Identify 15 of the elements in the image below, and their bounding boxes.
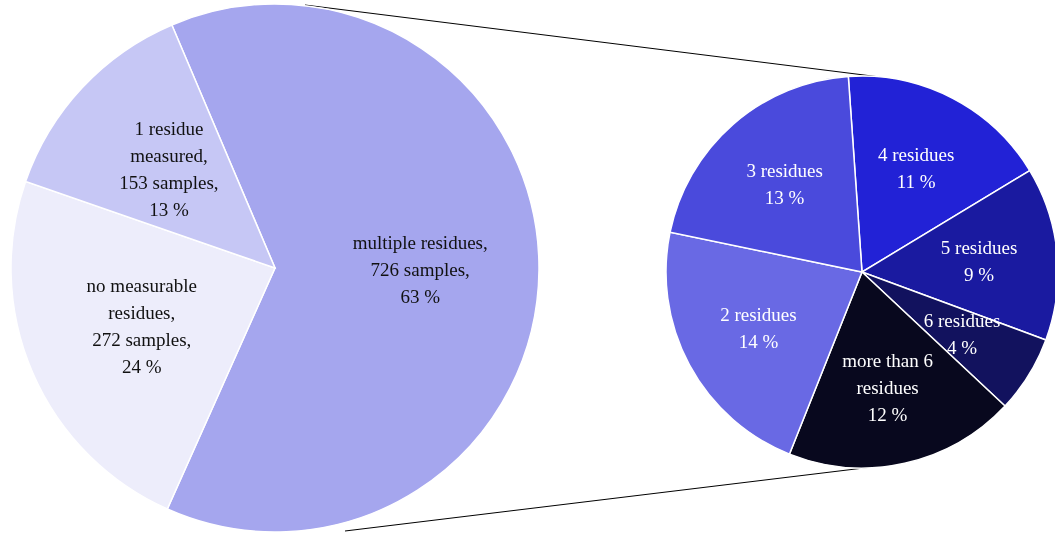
data-label: 9 % <box>964 263 995 285</box>
slice-label: 1 residue measured, 153 samples, 13 % <box>119 117 219 220</box>
slice-label: no measurable residues, 272 samples, 24 % <box>86 274 197 377</box>
data-label: 13 % <box>764 186 805 208</box>
slice-label: more than 6 residues <box>842 349 933 398</box>
slice-label: multiple residues, 726 samples, 63 % <box>352 231 488 307</box>
data-label: 14 % <box>738 330 779 352</box>
slice-label: 6 residues <box>923 309 1001 331</box>
slice-label: 3 residues <box>746 159 823 181</box>
data-label: 12 % <box>867 403 908 425</box>
data-label: 11 % <box>896 170 936 192</box>
slice-label: 2 residues <box>720 303 797 325</box>
slice-label: 4 residues <box>877 143 955 165</box>
slice-label: 5 residues <box>940 236 1018 258</box>
data-label: 4 % <box>947 336 978 358</box>
